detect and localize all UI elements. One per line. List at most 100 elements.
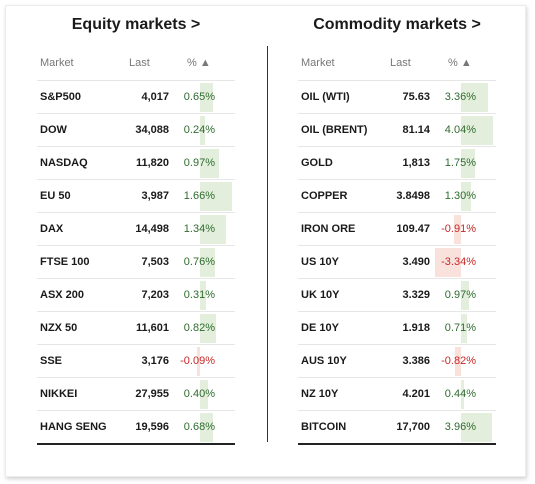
table-row[interactable]: BITCOIN 17,700 3.96% [298, 410, 496, 444]
positive-change-bar [461, 380, 464, 409]
positive-change-bar [200, 116, 205, 145]
pct-change-cell: -0.82% [430, 345, 496, 378]
table-row[interactable]: NZ 10Y 4.201 0.44% [298, 377, 496, 411]
last-value: 34,088 [135, 124, 169, 136]
last-value: 14,498 [135, 223, 169, 235]
pct-column-header[interactable]: % ▲ [448, 57, 472, 69]
positive-change-bar [461, 83, 488, 112]
commodity-markets-link[interactable]: Commodity markets > [313, 16, 481, 33]
pct-change-value: 1.30% [444, 190, 476, 202]
last-value: 7,203 [141, 289, 169, 301]
positive-change-bar [200, 413, 213, 442]
pct-change-value: 0.65% [183, 91, 215, 103]
market-name: SSE [40, 355, 63, 367]
pct-change-cell: 0.68% [169, 411, 235, 444]
last-column-header: Last [129, 57, 150, 69]
market-name: NZX 50 [40, 322, 78, 334]
pct-change-cell: 1.75% [430, 147, 496, 180]
pct-change-cell: 0.40% [169, 378, 235, 411]
pct-change-value: 4.04% [444, 124, 476, 136]
pct-change-value: 0.76% [183, 256, 215, 268]
table-row[interactable]: NASDAQ 11,820 0.97% [37, 146, 235, 180]
last-value: 109.47 [396, 223, 430, 235]
market-name: FTSE 100 [40, 256, 90, 268]
last-column-header: Last [390, 57, 411, 69]
negative-change-bar [435, 248, 461, 277]
table-row[interactable]: FTSE 100 7,503 0.76% [37, 245, 235, 279]
equity-table-header: Market Last % ▲ [37, 57, 235, 79]
market-name: UK 10Y [301, 289, 340, 301]
last-value: 17,700 [396, 420, 430, 433]
positive-change-bar [461, 314, 467, 343]
market-name: DOW [40, 124, 67, 136]
pct-change-value: 0.97% [444, 289, 476, 301]
table-row[interactable]: ASX 200 7,203 0.31% [37, 278, 235, 312]
pct-change-value: 0.44% [444, 388, 476, 400]
market-name: US 10Y [301, 256, 339, 268]
table-row[interactable]: DE 10Y 1.918 0.71% [298, 311, 496, 345]
pct-change-cell: 0.65% [169, 81, 235, 114]
negative-change-bar [197, 347, 200, 376]
table-row[interactable]: NZX 50 11,601 0.82% [37, 311, 235, 345]
pct-change-cell: 0.24% [169, 114, 235, 147]
negative-change-bar [454, 215, 461, 244]
last-value: 3.8498 [396, 190, 430, 202]
pct-change-cell: 0.31% [169, 279, 235, 312]
table-row[interactable]: OIL (BRENT) 81.14 4.04% [298, 113, 496, 147]
last-value: 7,503 [141, 256, 169, 268]
table-row[interactable]: US 10Y 3.490 -3.34% [298, 245, 496, 279]
pct-change-cell: 1.30% [430, 180, 496, 213]
panel-divider [267, 46, 268, 442]
last-value: 75.63 [402, 91, 430, 103]
positive-change-bar [461, 116, 493, 145]
pct-change-cell: 0.76% [169, 246, 235, 279]
table-row[interactable]: COPPER 3.8498 1.30% [298, 179, 496, 213]
pct-change-cell: 3.36% [430, 81, 496, 114]
table-row[interactable]: UK 10Y 3.329 0.97% [298, 278, 496, 312]
table-row[interactable]: NIKKEI 27,955 0.40% [37, 377, 235, 411]
table-row[interactable]: DOW 34,088 0.24% [37, 113, 235, 147]
market-name: HANG SENG [40, 420, 107, 433]
table-row[interactable]: OIL (WTI) 75.63 3.36% [298, 80, 496, 114]
negative-change-bar [455, 347, 461, 376]
last-value: 11,820 [135, 157, 169, 169]
last-value: 3,987 [141, 190, 169, 202]
market-name: BITCOIN [301, 420, 347, 433]
last-value: 4.201 [402, 388, 430, 400]
pct-change-value: -0.82% [441, 355, 476, 367]
positive-change-bar [200, 182, 232, 211]
table-row[interactable]: EU 50 3,987 1.66% [37, 179, 235, 213]
positive-change-bar [461, 281, 469, 310]
positive-change-bar [200, 380, 208, 409]
table-row[interactable]: IRON ORE 109.47 -0.91% [298, 212, 496, 246]
pct-change-value: 3.36% [444, 91, 476, 103]
equity-markets-link[interactable]: Equity markets > [71, 16, 201, 33]
pct-change-cell: 0.44% [430, 378, 496, 411]
last-value: 3,176 [141, 355, 169, 367]
market-name: DAX [40, 223, 64, 235]
last-value: 3.490 [402, 256, 430, 268]
last-value: 3.329 [402, 289, 430, 301]
market-name: ASX 200 [40, 289, 85, 301]
table-row[interactable]: GOLD 1,813 1.75% [298, 146, 496, 180]
market-name: NASDAQ [40, 157, 88, 169]
market-name: EU 50 [40, 190, 71, 202]
table-row[interactable]: S&P500 4,017 0.65% [37, 80, 235, 114]
table-row[interactable]: HANG SENG 19,596 0.68% [37, 410, 235, 444]
table-row[interactable]: SSE 3,176 -0.09% [37, 344, 235, 378]
last-value: 1.918 [402, 322, 430, 334]
pct-column-header[interactable]: % ▲ [187, 57, 211, 69]
market-name: NZ 10Y [301, 388, 339, 400]
pct-change-value: -0.09% [180, 355, 215, 367]
pct-change-value: -0.91% [441, 223, 476, 235]
last-value: 19,596 [135, 420, 169, 433]
positive-change-bar [200, 314, 216, 343]
market-name: S&P500 [40, 91, 81, 103]
last-value: 1,813 [402, 157, 430, 169]
table-row[interactable]: AUS 10Y 3.386 -0.82% [298, 344, 496, 378]
pct-change-value: 0.71% [444, 322, 476, 334]
positive-change-bar [200, 248, 215, 277]
positive-change-bar [200, 149, 219, 178]
table-row[interactable]: DAX 14,498 1.34% [37, 212, 235, 246]
pct-change-cell: 4.04% [430, 114, 496, 147]
